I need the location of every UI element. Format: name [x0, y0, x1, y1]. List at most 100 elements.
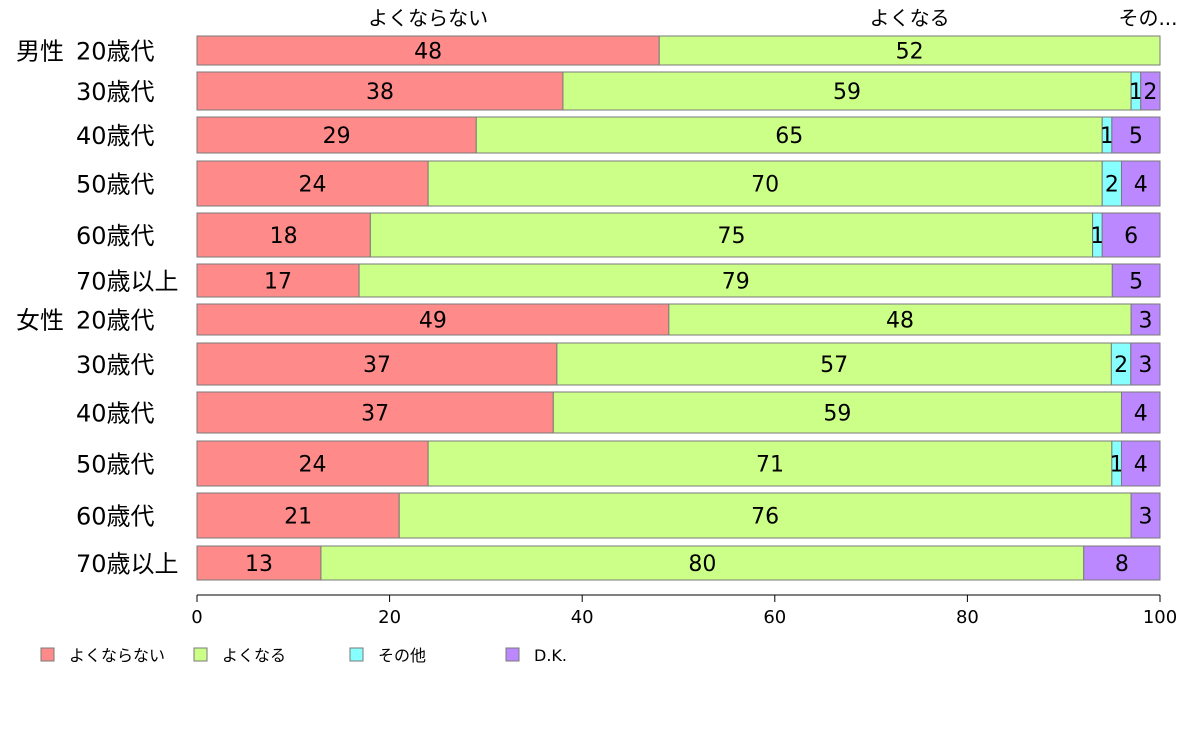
data-label: 1 [1110, 453, 1124, 478]
bar-segment [398, 492, 1132, 539]
data-label: 71 [756, 453, 784, 478]
x-tick-label: 20 [378, 607, 401, 628]
row-label: 60歳代 [76, 222, 155, 250]
data-label: 3 [1139, 309, 1153, 334]
row-label: 50歳代 [76, 171, 155, 199]
bar-segment [369, 212, 1094, 258]
top-label: よくなる [870, 6, 950, 30]
bar-segment [196, 212, 371, 258]
data-label: 57 [820, 353, 848, 378]
top-label: その... [1118, 6, 1177, 30]
row-label: 30歳代 [76, 78, 155, 106]
bar-segment [196, 545, 322, 581]
legend-label: よくなる [222, 646, 286, 665]
bar-segment [1120, 440, 1161, 487]
row-label: 50歳代 [76, 451, 155, 479]
row-label: 30歳代 [76, 351, 155, 379]
data-label: 21 [284, 505, 312, 530]
data-label: 4 [1134, 402, 1148, 427]
legend-label: D.K. [534, 646, 567, 665]
data-label: 37 [361, 402, 389, 427]
data-label: 70 [751, 173, 779, 198]
bar-segment [196, 116, 477, 154]
group-label: 女性 [16, 307, 64, 335]
row-label: 70歳以上 [76, 268, 179, 296]
x-tick-label: 80 [956, 607, 979, 628]
data-label: 52 [896, 40, 924, 65]
legend-swatch [193, 647, 208, 662]
data-label: 2 [1105, 173, 1119, 198]
data-label: 59 [823, 402, 851, 427]
data-label: 17 [264, 270, 292, 295]
row-label: 60歳代 [76, 503, 155, 531]
bar-segment [196, 160, 429, 207]
data-label: 1 [1129, 80, 1143, 105]
legend-swatch [505, 647, 520, 662]
legend-label: よくならない [69, 646, 165, 665]
bar-segment [196, 35, 660, 66]
data-label: 3 [1138, 353, 1152, 378]
data-label: 48 [414, 40, 442, 65]
legend-swatch [40, 647, 55, 662]
data-label: 6 [1124, 224, 1138, 249]
data-label: 13 [245, 552, 273, 577]
group-label: 男性 [16, 38, 64, 66]
bar-segment [475, 116, 1103, 154]
bar-segment [1111, 116, 1161, 154]
data-label: 49 [419, 309, 447, 334]
x-tick-label: 60 [763, 607, 786, 628]
bar-segment [1120, 160, 1161, 207]
data-label: 29 [323, 124, 351, 149]
data-label: 79 [722, 270, 750, 295]
bar-segment [196, 71, 564, 111]
data-label: 76 [751, 505, 779, 530]
data-label: 1 [1100, 124, 1114, 149]
row-label: 40歳代 [76, 400, 155, 428]
data-label: 37 [363, 353, 391, 378]
bar-segment [556, 342, 1112, 386]
data-label: 75 [717, 224, 745, 249]
x-tick-label: 40 [571, 607, 594, 628]
data-label: 80 [688, 552, 716, 577]
bar-segment [1130, 303, 1161, 336]
data-label: 1 [1090, 224, 1104, 249]
bar-segment [1120, 391, 1161, 434]
data-label: 38 [366, 80, 394, 105]
data-label: 5 [1129, 270, 1143, 295]
bar-segment [427, 160, 1103, 207]
legend-label: その他 [378, 646, 426, 665]
data-label: 18 [270, 224, 298, 249]
x-tick-label: 100 [1143, 607, 1177, 628]
data-label: 4 [1134, 453, 1148, 478]
bar-segment [1140, 71, 1161, 111]
bar-segment [196, 263, 360, 298]
bar-segment [427, 440, 1113, 487]
x-tick-label: 0 [191, 607, 202, 628]
bar-segment [668, 303, 1132, 336]
bar-segment [1130, 492, 1161, 539]
data-label: 24 [299, 453, 327, 478]
data-label: 3 [1139, 505, 1153, 530]
bar-segment [196, 440, 429, 487]
data-label: 2 [1143, 80, 1157, 105]
bar-segment [562, 71, 1132, 111]
data-label: 8 [1115, 552, 1129, 577]
data-label: 5 [1129, 124, 1143, 149]
bar-segment [1083, 545, 1161, 581]
row-label: 20歳代 [76, 307, 155, 335]
bar-segment [552, 391, 1122, 434]
bar-segment [196, 391, 554, 434]
row-label: 70歳以上 [76, 550, 179, 578]
bar-segment [196, 342, 558, 386]
bar-segment [1130, 342, 1161, 386]
data-label: 24 [299, 173, 327, 198]
bar-segment [1111, 263, 1161, 298]
row-label: 20歳代 [76, 38, 155, 66]
row-label: 40歳代 [76, 122, 155, 150]
bar-segment [196, 303, 670, 336]
data-label: 2 [1114, 353, 1128, 378]
legend-swatch [349, 647, 364, 662]
bar-segment [1101, 212, 1161, 258]
